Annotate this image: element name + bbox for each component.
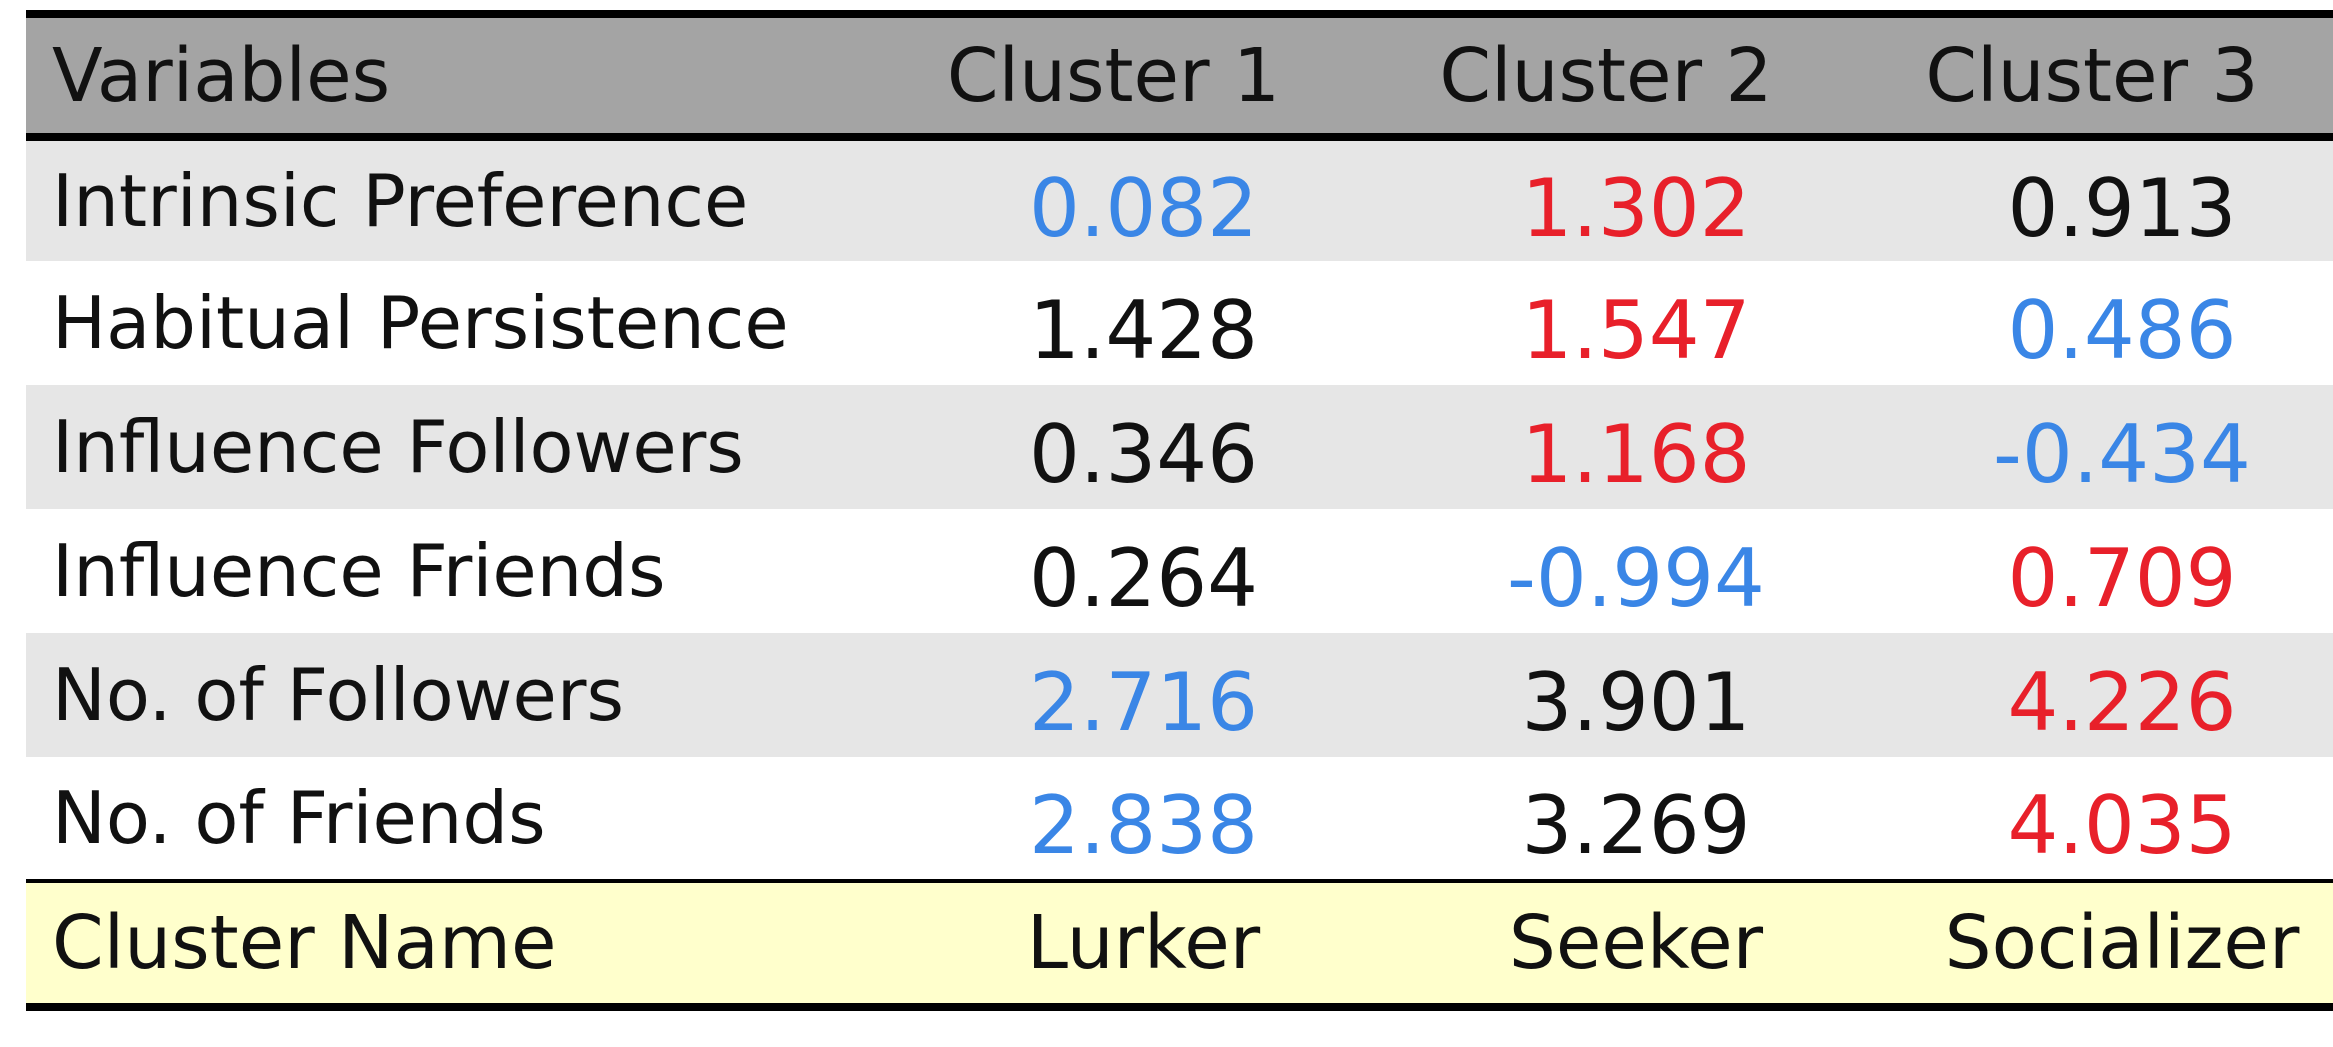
row-label: Intrinsic Preference — [52, 159, 749, 243]
table-row: Habitual Persistence 1.428 1.547 0.486 — [26, 261, 2333, 385]
value-cell: 0.709 — [2007, 531, 2237, 625]
cluster-name-value: Seeker — [1361, 879, 1851, 1011]
header-cluster-1: Cluster 1 — [866, 10, 1361, 141]
header-cluster-3: Cluster 3 — [1851, 10, 2333, 141]
value-cell: 2.716 — [1028, 655, 1259, 749]
row-label: Influence Friends — [52, 529, 666, 613]
value-cell: 1.302 — [1521, 161, 1751, 255]
value-cell: 1.168 — [1521, 407, 1751, 501]
row-label: Influence Followers — [52, 405, 744, 489]
value-cell: 2.838 — [1028, 778, 1259, 872]
table-row: No. of Friends 2.838 3.269 4.035 — [26, 757, 2333, 881]
value-cell: 3.901 — [1521, 655, 1751, 749]
cluster-name-value: Socializer — [1851, 879, 2333, 1011]
table-row: Intrinsic Preference 0.082 1.302 0.913 — [26, 137, 2333, 261]
header-row: Variables Cluster 1 Cluster 2 Cluster 3 — [26, 10, 2333, 141]
value-cell: 0.486 — [2007, 283, 2237, 377]
value-cell: 0.082 — [1028, 161, 1259, 255]
value-cell: 0.264 — [1028, 531, 1259, 625]
cluster-table: Variables Cluster 1 Cluster 2 Cluster 3 … — [26, 10, 2333, 1011]
row-label: Habitual Persistence — [52, 281, 789, 365]
row-label: No. of Followers — [52, 653, 624, 737]
value-cell: 0.346 — [1028, 407, 1259, 501]
table-row: Influence Friends 0.264 -0.994 0.709 — [26, 509, 2333, 633]
value-cell: 1.428 — [1028, 283, 1259, 377]
value-cell: 1.547 — [1521, 283, 1751, 377]
table-row: No. of Followers 2.716 3.901 4.226 — [26, 633, 2333, 757]
value-cell: 4.035 — [2007, 778, 2237, 872]
table-row: Influence Followers 0.346 1.168 -0.434 — [26, 385, 2333, 509]
value-cell: 0.913 — [2007, 161, 2237, 255]
value-cell: 4.226 — [2007, 655, 2237, 749]
row-label: No. of Friends — [52, 776, 546, 860]
cluster-name-row: Cluster Name Lurker Seeker Socializer — [26, 879, 2333, 1011]
value-cell: -0.994 — [1507, 531, 1765, 625]
cluster-name-label: Cluster Name — [26, 879, 866, 1011]
header-variables: Variables — [26, 10, 866, 141]
value-cell: -0.434 — [1993, 407, 2251, 501]
cluster-name-value: Lurker — [866, 879, 1361, 1011]
header-cluster-2: Cluster 2 — [1361, 10, 1851, 141]
value-cell: 3.269 — [1521, 778, 1751, 872]
